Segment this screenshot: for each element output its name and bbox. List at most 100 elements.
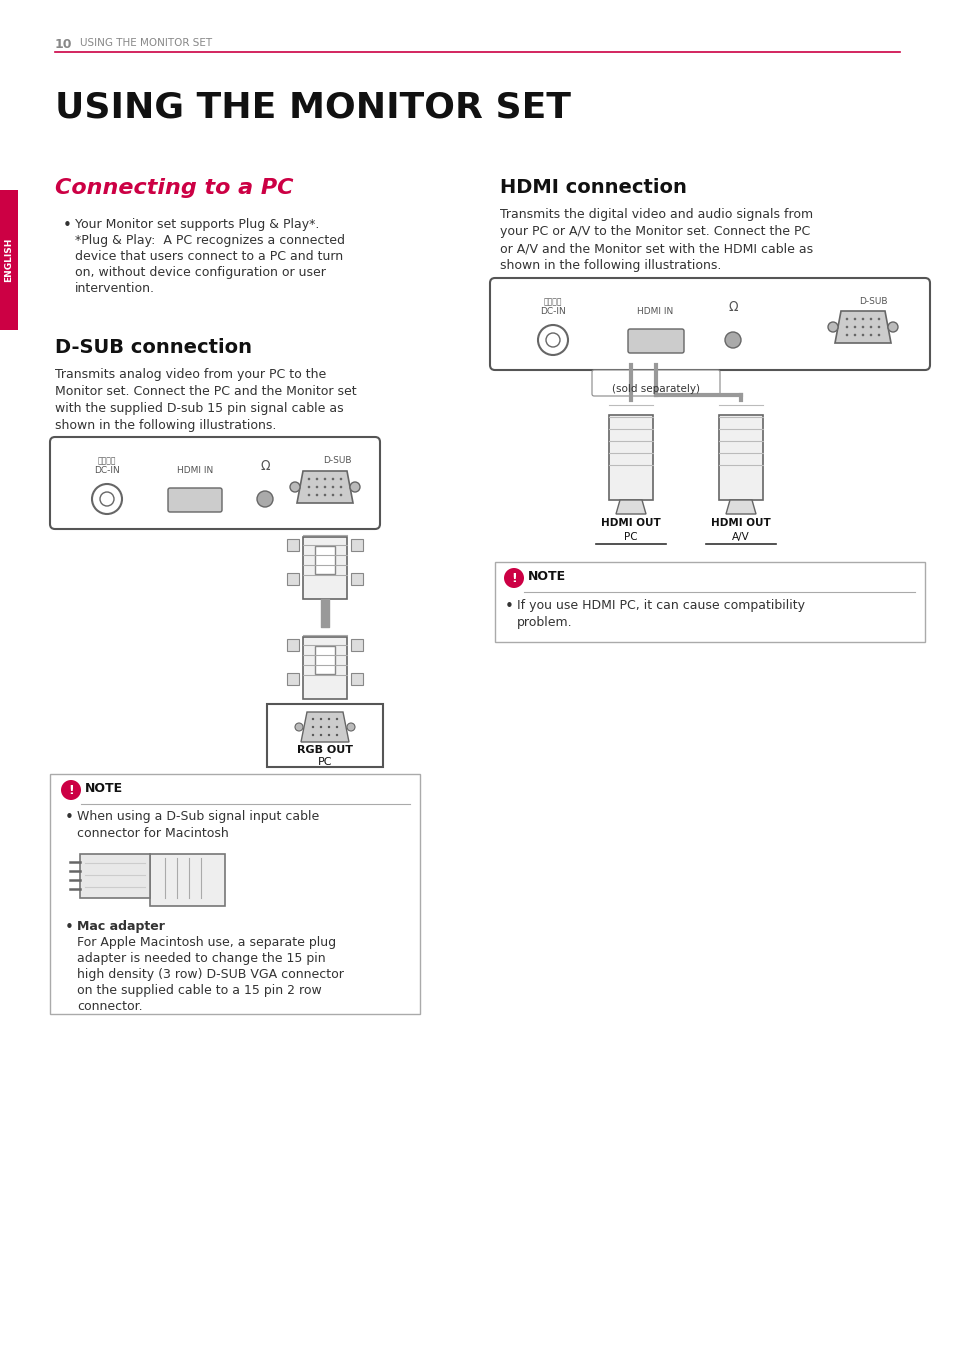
Circle shape (332, 485, 334, 488)
Text: Connecting to a PC: Connecting to a PC (55, 178, 294, 198)
Text: Transmits analog video from your PC to the: Transmits analog video from your PC to t… (55, 368, 326, 381)
Circle shape (328, 733, 330, 736)
Circle shape (853, 326, 856, 329)
FancyBboxPatch shape (351, 539, 363, 551)
FancyBboxPatch shape (608, 415, 652, 500)
Circle shape (312, 717, 314, 720)
Circle shape (323, 485, 326, 488)
Circle shape (335, 717, 338, 720)
Circle shape (328, 717, 330, 720)
Circle shape (350, 483, 359, 492)
Text: NOTE: NOTE (85, 782, 123, 795)
Text: HDMI IN: HDMI IN (637, 307, 673, 315)
Text: DC-IN: DC-IN (539, 307, 565, 315)
FancyBboxPatch shape (150, 855, 225, 906)
Text: shown in the following illustrations.: shown in the following illustrations. (499, 259, 720, 272)
Text: Ω: Ω (260, 460, 270, 473)
Circle shape (844, 334, 847, 336)
Circle shape (877, 318, 880, 321)
Text: high density (3 row) D-SUB VGA connector: high density (3 row) D-SUB VGA connector (77, 968, 343, 981)
Text: or A/V and the Monitor set with the HDMI cable as: or A/V and the Monitor set with the HDMI… (499, 243, 812, 255)
Circle shape (861, 326, 863, 329)
Text: •: • (63, 218, 71, 233)
FancyBboxPatch shape (50, 437, 379, 528)
Text: When using a D-Sub signal input cable: When using a D-Sub signal input cable (77, 810, 319, 824)
Text: device that users connect to a PC and turn: device that users connect to a PC and tu… (75, 249, 343, 263)
Text: adapter is needed to change the 15 pin: adapter is needed to change the 15 pin (77, 952, 325, 965)
FancyBboxPatch shape (50, 774, 419, 1014)
Polygon shape (725, 500, 755, 514)
Text: connector.: connector. (77, 1000, 143, 1012)
Circle shape (328, 725, 330, 728)
Text: D-SUB: D-SUB (322, 456, 351, 465)
FancyBboxPatch shape (719, 415, 762, 500)
FancyBboxPatch shape (314, 546, 335, 574)
Circle shape (323, 477, 326, 480)
Circle shape (339, 477, 342, 480)
Text: on, without device configuration or user: on, without device configuration or user (75, 266, 326, 279)
FancyBboxPatch shape (351, 639, 363, 651)
Circle shape (290, 483, 299, 492)
Text: Your Monitor set supports Plug & Play*.: Your Monitor set supports Plug & Play*. (75, 218, 319, 231)
Circle shape (869, 334, 871, 336)
FancyBboxPatch shape (267, 704, 382, 767)
Polygon shape (301, 712, 349, 741)
Circle shape (861, 334, 863, 336)
Circle shape (332, 477, 334, 480)
Circle shape (335, 725, 338, 728)
Circle shape (294, 723, 303, 731)
Text: HDMI IN: HDMI IN (176, 466, 213, 474)
Text: connector for Macintosh: connector for Macintosh (77, 828, 229, 840)
FancyBboxPatch shape (351, 673, 363, 685)
Circle shape (827, 322, 837, 332)
Circle shape (315, 485, 318, 488)
Text: *Plug & Play:  A PC recognizes a connected: *Plug & Play: A PC recognizes a connecte… (75, 235, 345, 247)
Circle shape (853, 318, 856, 321)
Polygon shape (616, 500, 645, 514)
Polygon shape (296, 470, 353, 503)
Text: (sold separately): (sold separately) (612, 384, 700, 394)
Text: with the supplied D-sub 15 pin signal cable as: with the supplied D-sub 15 pin signal ca… (55, 402, 343, 415)
Text: PC: PC (623, 532, 638, 542)
Text: Monitor set. Connect the PC and the Monitor set: Monitor set. Connect the PC and the Moni… (55, 386, 356, 398)
Text: RGB OUT: RGB OUT (296, 745, 353, 755)
Circle shape (503, 568, 523, 588)
Circle shape (853, 334, 856, 336)
Text: problem.: problem. (517, 616, 572, 630)
Text: A/V: A/V (731, 532, 749, 542)
Text: !: ! (511, 572, 517, 585)
Text: Mac adapter: Mac adapter (77, 919, 165, 933)
Circle shape (877, 334, 880, 336)
FancyBboxPatch shape (303, 537, 347, 599)
Text: Transmits the digital video and audio signals from: Transmits the digital video and audio si… (499, 208, 812, 221)
Text: Ω: Ω (727, 301, 737, 314)
Circle shape (315, 477, 318, 480)
Circle shape (308, 493, 310, 496)
Circle shape (844, 318, 847, 321)
Text: PC: PC (317, 758, 332, 767)
Circle shape (869, 318, 871, 321)
Text: ENGLISH: ENGLISH (5, 237, 13, 282)
Circle shape (887, 322, 897, 332)
Text: 电源输入: 电源输入 (543, 297, 561, 306)
FancyBboxPatch shape (303, 638, 347, 700)
FancyBboxPatch shape (287, 539, 298, 551)
Text: D-SUB connection: D-SUB connection (55, 338, 252, 357)
Circle shape (877, 326, 880, 329)
Circle shape (319, 717, 322, 720)
Circle shape (724, 332, 740, 348)
Circle shape (339, 493, 342, 496)
Text: intervention.: intervention. (75, 282, 154, 295)
Circle shape (339, 485, 342, 488)
Text: HDMI connection: HDMI connection (499, 178, 686, 197)
FancyBboxPatch shape (287, 673, 298, 685)
Circle shape (312, 733, 314, 736)
Circle shape (323, 493, 326, 496)
Text: USING THE MONITOR SET: USING THE MONITOR SET (80, 38, 212, 49)
FancyBboxPatch shape (351, 573, 363, 585)
Text: your PC or A/V to the Monitor set. Connect the PC: your PC or A/V to the Monitor set. Conne… (499, 225, 809, 239)
Text: NOTE: NOTE (527, 570, 565, 582)
Circle shape (308, 485, 310, 488)
Circle shape (844, 326, 847, 329)
Text: HDMI OUT: HDMI OUT (600, 518, 660, 528)
